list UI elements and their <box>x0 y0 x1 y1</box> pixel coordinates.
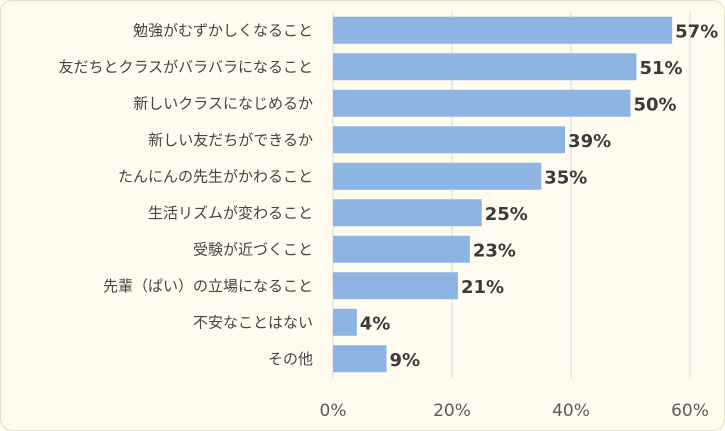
x-tick-label: 40% <box>552 401 590 421</box>
bar <box>333 345 387 373</box>
category-label: 受験が近づくこと <box>193 240 313 258</box>
value-label: 35% <box>544 167 587 188</box>
bars <box>333 16 673 373</box>
category-label: 不安なことはない <box>193 313 313 331</box>
bar <box>333 272 458 300</box>
x-tick-label: 20% <box>433 401 471 421</box>
bar <box>333 199 482 227</box>
bar <box>333 235 470 263</box>
bar <box>333 308 357 336</box>
bar <box>333 16 673 44</box>
x-axis-ticks: 0% 20% 40% 60% <box>320 401 709 421</box>
category-label: 新しい友だちができるか <box>148 131 313 149</box>
value-label: 21% <box>461 277 504 298</box>
category-label: たんにんの先生がかわること <box>118 167 313 185</box>
category-labels: 勉強がむずかしくなること友だちとクラスがバラバラになること新しいクラスになじめる… <box>58 21 313 368</box>
bar <box>333 126 566 154</box>
value-label: 23% <box>473 240 516 261</box>
x-tick-label: 60% <box>671 401 709 421</box>
value-label: 39% <box>568 131 611 152</box>
value-labels: 57% 51% 50% 39% 35% 25% 23% 21% 4% 9% <box>360 21 718 371</box>
category-label: 新しいクラスになじめるか <box>133 94 313 112</box>
value-label: 50% <box>634 94 677 115</box>
value-label: 51% <box>639 58 682 79</box>
category-label: 先輩（ぱい）の立場になること <box>103 277 313 295</box>
bar <box>333 162 542 190</box>
value-label: 4% <box>360 313 391 334</box>
category-label: 友だちとクラスがバラバラになること <box>58 58 313 76</box>
category-label: 勉強がむずかしくなること <box>133 21 313 39</box>
value-label: 9% <box>390 350 421 371</box>
category-label: 生活リズムが変わること <box>148 204 313 222</box>
x-tick-label: 0% <box>320 401 347 421</box>
value-label: 57% <box>675 21 718 42</box>
bar <box>333 89 631 117</box>
value-label: 25% <box>485 204 528 225</box>
bar <box>333 53 637 81</box>
category-label: その他 <box>268 350 313 368</box>
